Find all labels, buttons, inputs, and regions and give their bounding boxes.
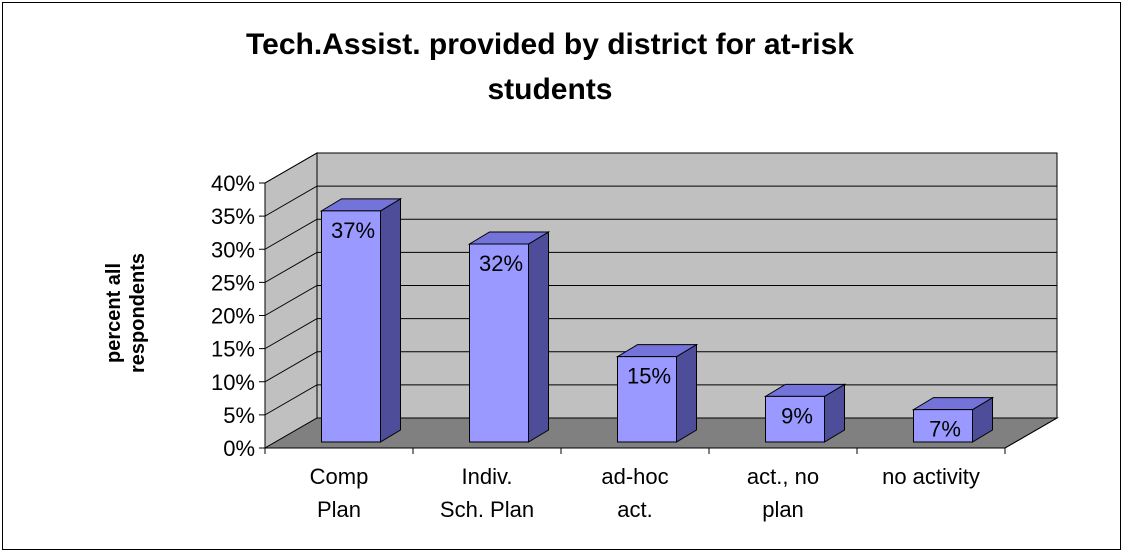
y-tick-label: 20%: [211, 304, 255, 329]
bars: [319, 197, 995, 443]
gridline: [264, 351, 1057, 383]
y-axis-label-line-2: respondents: [127, 253, 149, 373]
bar-front: [469, 243, 529, 443]
gridline: [264, 152, 1057, 184]
x-category-label: ad-hoc: [601, 464, 668, 489]
y-axis-label-line-1: percent all: [103, 263, 125, 363]
data-label: 15%: [627, 364, 671, 389]
gridline: [264, 251, 1057, 283]
x-category-label: Sch. Plan: [440, 497, 534, 522]
x-category-label: Plan: [317, 497, 361, 522]
bar: [319, 197, 403, 443]
chart-title-line-2: students: [487, 73, 612, 106]
y-tick-label: 25%: [211, 270, 255, 295]
bar: [763, 383, 847, 443]
y-tick-label: 0%: [223, 436, 255, 461]
gridline: [264, 185, 1057, 217]
data-label: 37%: [331, 218, 375, 243]
bar-front: [765, 395, 825, 443]
gridline: [264, 285, 1057, 316]
bar: [615, 343, 699, 443]
gridline: [264, 318, 1057, 350]
bar-chart: 0%5%10%15%20%25%30%35%40% 37%32%15%9%7% …: [103, 28, 1059, 522]
y-tick-label: 10%: [211, 370, 255, 395]
y-tick-label: 15%: [211, 337, 255, 362]
data-labels: 37% 32% 15% 9% 7%: [331, 218, 961, 442]
data-label: 9%: [781, 403, 813, 428]
bar-side: [676, 343, 697, 443]
bar-front: [617, 356, 677, 443]
x-axis-depth-line: [1004, 417, 1058, 449]
chart-title-line-1: Tech.Assist. provided by district for at…: [246, 28, 854, 61]
x-category-label: act.: [617, 497, 652, 522]
data-label: 32%: [479, 251, 523, 276]
y-tick-label: 40%: [211, 171, 255, 196]
x-category-label: Comp: [310, 464, 369, 489]
x-category-label: act., no: [747, 464, 819, 489]
y-tick-label: 5%: [223, 403, 255, 428]
gridline: [264, 218, 1057, 250]
bar-side: [528, 231, 549, 443]
bar-front: [321, 210, 381, 443]
x-category-label: Indiv.: [462, 464, 513, 489]
bar: [467, 231, 551, 443]
bar-side: [380, 197, 401, 443]
x-category-label: no activity: [882, 464, 980, 489]
y-axis: 0% 5% 10% 15% 20% 25% 30% 35% 40%: [211, 171, 266, 461]
bar-front: [913, 409, 973, 443]
y-tick-label: 30%: [211, 237, 255, 262]
data-label: 7%: [929, 417, 961, 442]
y-tick-label: 35%: [211, 204, 255, 229]
gridlines: [264, 152, 1057, 416]
x-category-label: plan: [762, 497, 804, 522]
bar: [911, 396, 995, 443]
x-axis: Comp Plan Indiv. Sch. Plan ad-hoc act. act., n…: [264, 417, 1058, 522]
